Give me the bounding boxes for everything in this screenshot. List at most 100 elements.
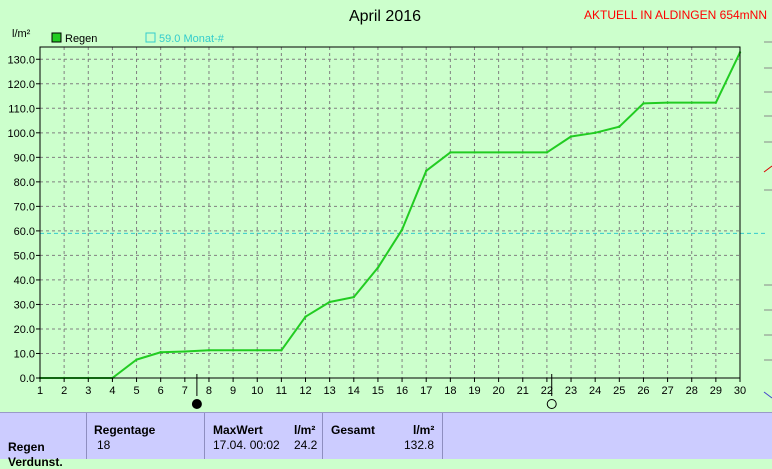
plot-border — [39, 46, 741, 379]
rain-point — [666, 101, 669, 104]
rain-point — [545, 151, 549, 154]
x-tick-label: 8 — [206, 385, 212, 397]
rain-point — [135, 358, 138, 361]
y-tick-label: 80.0 — [14, 177, 35, 189]
rain-cumulative-line — [40, 51, 741, 379]
y-tick-label: 120.0 — [7, 79, 35, 91]
legend-swatch-average — [145, 32, 156, 43]
max-value-datetime: 17.04. 00:02 — [213, 438, 280, 452]
rain-point — [304, 315, 307, 318]
rain-point — [569, 135, 573, 138]
rain-days-value: 18 — [97, 438, 111, 452]
x-tick-label: 6 — [158, 385, 164, 397]
separator — [86, 413, 87, 459]
x-tick-label: 28 — [686, 385, 698, 397]
y-tick-label: 0.0 — [20, 373, 35, 385]
x-tick-label: 30 — [734, 385, 746, 397]
x-tick-label: 7 — [182, 385, 188, 397]
x-tick-labels: 1 2 3 4 5 6 7 8 9 10 11 12 13 14 15 16 17 18 19 20 21 22 23 24 2… — [37, 385, 746, 397]
rain-point — [207, 349, 211, 352]
x-tick-label: 29 — [710, 385, 722, 397]
legend-swatch-rain — [51, 32, 62, 43]
row-label-rain: Regen — [8, 440, 45, 454]
rain-point — [497, 151, 500, 154]
x-tick-label: 25 — [613, 385, 625, 397]
full-moon-icon — [546, 399, 557, 409]
rain-point — [328, 300, 331, 304]
series-layer — [38, 51, 742, 380]
x-tick-label: 27 — [661, 385, 673, 397]
x-tick-label: 11 — [276, 385, 287, 397]
station-label: AKTUELL IN ALDINGEN 654mNN — [584, 8, 767, 22]
rain-point — [256, 349, 259, 352]
total-unit: l/m² — [413, 423, 435, 437]
rain-point — [159, 351, 162, 354]
x-tick-label: 2 — [61, 385, 67, 397]
max-value-header: MaxWert — [213, 423, 263, 437]
x-tick-label: 23 — [565, 385, 577, 397]
rain-point — [425, 169, 428, 173]
x-tick-label: 9 — [230, 385, 236, 397]
rain-point — [473, 151, 476, 154]
plot-frame — [36, 46, 741, 382]
total-header: Gesamt — [331, 423, 376, 437]
x-tick-label: 19 — [468, 385, 480, 397]
rain-point — [521, 151, 524, 154]
max-value: 24.2 — [294, 438, 318, 452]
rain-point — [642, 102, 645, 105]
y-tick-label: 10.0 — [14, 348, 35, 360]
x-tick-label: 10 — [251, 385, 263, 397]
chart-title: April 2016 — [349, 8, 421, 25]
rain-point — [183, 350, 187, 353]
legend: Regen 59.0 Monat-# — [51, 32, 225, 45]
plot-area — [40, 47, 740, 378]
rain-point — [618, 125, 621, 128]
y-tick-label: 70.0 — [14, 201, 35, 213]
x-tick-label: 1 — [37, 385, 43, 397]
rain-chart: April 2016 AKTUELL IN ALDINGEN 654mNN l/… — [7, 8, 772, 409]
y-axis-unit: l/m² — [12, 28, 31, 40]
legend-label-rain: Regen — [65, 33, 97, 45]
x-tick-label: 17 — [420, 385, 432, 397]
y-tick-label: 130.0 — [7, 54, 35, 66]
x-tick-label: 22 — [541, 385, 553, 397]
y-tick-label: 60.0 — [14, 226, 35, 238]
right-edge-decor — [763, 41, 772, 399]
legend-label-average: 59.0 Monat-# — [159, 33, 225, 45]
x-tick-label: 14 — [348, 385, 360, 397]
grid — [40, 47, 740, 378]
y-tick-label: 40.0 — [14, 275, 35, 287]
y-tick-labels: 0.0 10.0 20.0 30.0 40.0 50.0 60.0 70.0 80.0 90.0 1… — [7, 54, 35, 385]
x-tick-label: 16 — [396, 385, 408, 397]
rain-days-header: Regentage — [94, 423, 156, 437]
rain-point — [593, 131, 597, 135]
summary-panel: Regen Verdunst. Regentage 18 MaxWert l/m… — [0, 412, 772, 469]
rain-point — [231, 349, 235, 352]
x-tick-label: 3 — [85, 385, 91, 397]
y-tick-label: 100.0 — [7, 128, 35, 140]
y-tick-label: 30.0 — [14, 299, 35, 311]
x-tick-label: 4 — [109, 385, 115, 397]
x-tick-label: 18 — [444, 385, 456, 397]
x-tick-label: 20 — [492, 385, 504, 397]
x-tick-label: 24 — [589, 385, 601, 397]
new-moon-icon — [191, 399, 202, 409]
y-tick-label: 110.0 — [8, 103, 35, 115]
rain-point — [280, 349, 283, 352]
rain-point — [376, 266, 380, 269]
separator — [442, 413, 443, 459]
x-tick-label: 15 — [372, 385, 384, 397]
x-tick-label: 5 — [133, 385, 139, 397]
y-tick-label: 90.0 — [14, 152, 35, 164]
separator — [204, 413, 205, 459]
rain-point — [714, 101, 718, 104]
rain-point — [690, 101, 693, 104]
x-tick-label: 26 — [637, 385, 649, 397]
total-value: 132.8 — [404, 438, 435, 452]
x-tick-label: 12 — [299, 385, 311, 397]
separator — [322, 413, 323, 459]
max-value-unit: l/m² — [294, 423, 316, 437]
y-tick-label: 50.0 — [14, 250, 35, 262]
x-tick-label: 13 — [324, 385, 336, 397]
x-tick-label: 21 — [517, 385, 529, 397]
